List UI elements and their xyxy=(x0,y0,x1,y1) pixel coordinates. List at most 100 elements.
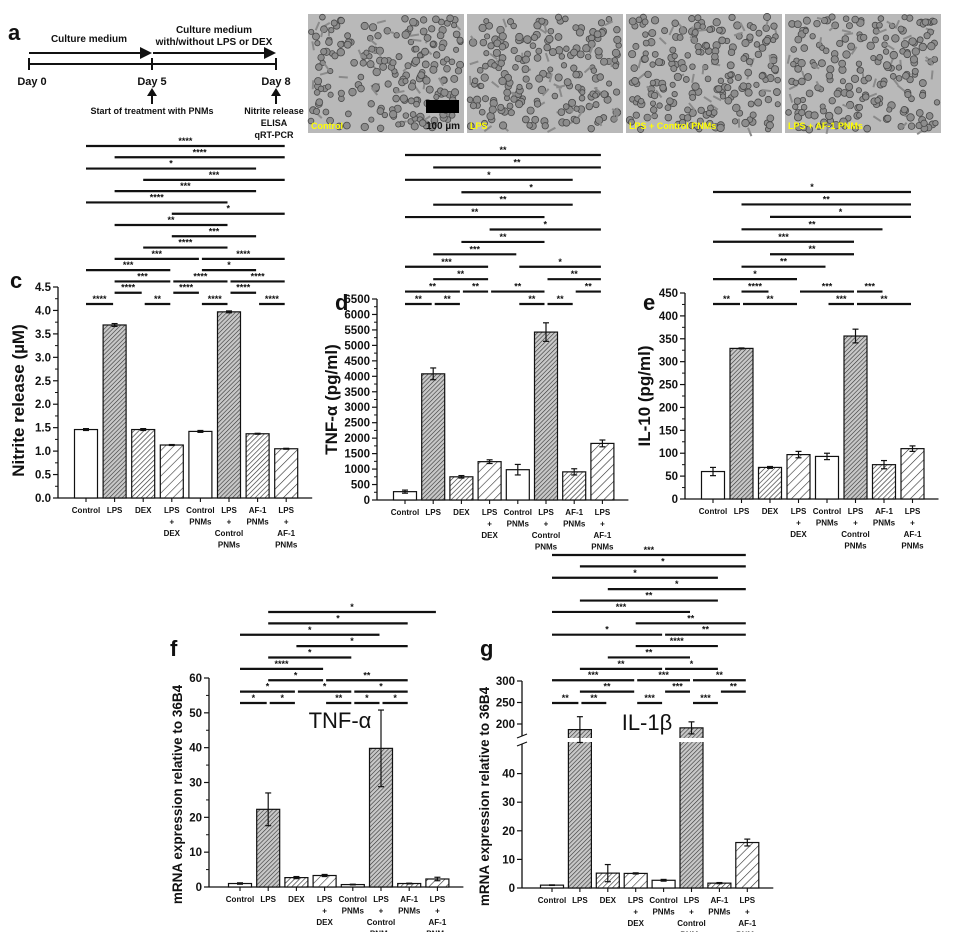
cell-process xyxy=(825,124,830,134)
cell xyxy=(793,20,802,29)
cell xyxy=(533,54,542,62)
cell xyxy=(428,25,436,33)
cell xyxy=(401,30,410,39)
significance-label: **** xyxy=(236,283,251,293)
x-category-label: AF-1 xyxy=(277,529,295,538)
cell xyxy=(548,48,557,57)
x-category-label: PNMs xyxy=(652,908,675,917)
cell xyxy=(366,60,375,69)
significance-label: **** xyxy=(121,283,136,293)
cell xyxy=(368,116,375,123)
cell xyxy=(699,23,706,30)
cell xyxy=(726,61,735,70)
cell xyxy=(443,56,450,63)
x-category-label: PNMs xyxy=(708,908,731,917)
cell xyxy=(904,90,912,99)
cell-process xyxy=(469,75,472,86)
cell xyxy=(326,116,334,125)
cell xyxy=(320,48,328,56)
cell-process xyxy=(311,41,315,51)
y-tick-label: 0 xyxy=(672,494,678,506)
significance-label: * xyxy=(226,204,230,214)
x-category-label: LPS xyxy=(905,507,921,516)
x-category-label: DEX xyxy=(135,506,152,515)
cell xyxy=(631,77,639,85)
cell xyxy=(389,59,397,67)
cell xyxy=(733,21,742,30)
cell xyxy=(530,33,539,42)
cell xyxy=(307,117,315,125)
cell-process xyxy=(689,35,698,44)
cell xyxy=(671,91,678,98)
significance-label: ** xyxy=(444,294,452,304)
cell xyxy=(337,40,345,48)
y-axis-label: TNF-α (pg/ml) xyxy=(322,344,341,455)
cell xyxy=(606,80,613,87)
cell xyxy=(882,34,890,41)
cell xyxy=(650,91,659,100)
cell xyxy=(740,55,748,62)
cell xyxy=(664,104,672,112)
x-category-label: LPS xyxy=(848,507,864,516)
cell xyxy=(451,88,460,97)
cell xyxy=(758,72,766,80)
cell xyxy=(800,124,808,132)
cell xyxy=(507,109,515,117)
cell xyxy=(322,108,330,116)
cell xyxy=(793,97,802,105)
y-tick-label: 300 xyxy=(659,357,678,369)
cell xyxy=(876,54,883,61)
cell xyxy=(666,97,674,105)
x-category-label: PNMs xyxy=(591,543,614,552)
significance-label: ** xyxy=(528,294,536,304)
x-category-label: Control xyxy=(532,531,560,540)
significance-label: *** xyxy=(180,181,191,191)
x-category-label: Control xyxy=(649,896,677,905)
x-category-label: PNMs xyxy=(398,907,421,916)
cell xyxy=(478,108,486,116)
cell xyxy=(419,27,428,36)
cell xyxy=(855,60,863,67)
cell xyxy=(669,81,676,88)
cell xyxy=(659,83,667,92)
cell xyxy=(537,85,547,95)
cell xyxy=(570,64,578,72)
cell-process xyxy=(648,113,658,120)
significance-label: * xyxy=(365,693,369,703)
cell xyxy=(491,62,498,69)
y-tick-label: 2500 xyxy=(344,418,370,430)
y-tick-label: 0.0 xyxy=(35,493,51,505)
cell xyxy=(479,38,488,47)
cell xyxy=(764,95,773,104)
cell xyxy=(399,94,408,103)
cell-process xyxy=(815,80,822,90)
significance-label: ** xyxy=(514,282,522,292)
x-category-label: Control xyxy=(841,530,869,539)
cell xyxy=(705,109,712,117)
y-tick-label: 3.0 xyxy=(35,352,51,364)
cell xyxy=(746,33,754,41)
bar-g-8 xyxy=(735,841,760,889)
panel-letter-c: c xyxy=(10,268,22,293)
significance-label: * xyxy=(323,682,327,692)
cell xyxy=(813,19,821,28)
cell xyxy=(404,62,412,70)
cell xyxy=(891,34,900,43)
cell-process xyxy=(818,37,823,47)
cell xyxy=(833,89,842,98)
cell xyxy=(856,66,864,74)
bar-e-3 xyxy=(757,466,783,500)
x-category-label: Control xyxy=(72,506,100,515)
cell-process xyxy=(558,87,563,98)
cell xyxy=(611,48,621,58)
cell xyxy=(411,56,421,66)
cell xyxy=(525,82,533,90)
cell xyxy=(522,55,530,64)
x-category-label: AF-1 xyxy=(875,507,893,516)
cell xyxy=(697,106,705,114)
x-category-label: + xyxy=(689,908,694,917)
x-category-label: LPS xyxy=(628,896,644,905)
chart-title: TNF-α xyxy=(309,708,372,733)
cell xyxy=(402,112,410,119)
y-tick-label: 300 xyxy=(496,676,515,688)
